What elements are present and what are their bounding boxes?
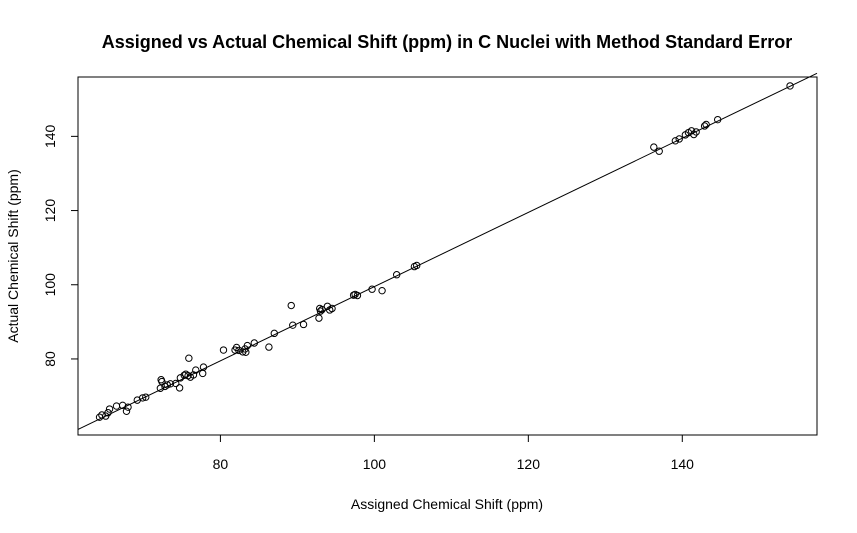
data-point: [315, 314, 323, 322]
data-point: [700, 122, 709, 130]
x-axis-label: Assigned Chemical Shift (ppm): [351, 496, 543, 512]
data-point: [98, 411, 106, 419]
data-point: [687, 127, 696, 135]
plot-area: 80 100 120 140 80 100 120 140: [42, 72, 818, 472]
data-point: [199, 369, 207, 378]
data-point: [189, 371, 198, 379]
data-point: [316, 307, 325, 315]
data-point: [655, 147, 663, 155]
data-point: [122, 407, 131, 415]
data-point: [166, 380, 175, 388]
data-point: [413, 261, 421, 270]
x-tick-label: 120: [517, 456, 541, 472]
data-point: [378, 286, 386, 295]
data-point: [185, 354, 193, 362]
data-point: [786, 82, 794, 90]
data-point: [690, 130, 698, 139]
x-tick-label: 100: [363, 456, 387, 472]
data-point: [713, 115, 722, 124]
plot-border: [77, 76, 818, 436]
data-point: [287, 301, 295, 310]
data-point: [112, 402, 121, 410]
data-point: [219, 346, 228, 354]
data-point: [671, 137, 680, 145]
data-point: [702, 120, 710, 129]
data-point: [105, 405, 114, 413]
data-point: [299, 320, 308, 329]
data-point: [392, 271, 401, 279]
data-point: [199, 363, 208, 371]
data-point: [323, 302, 332, 310]
data-point: [265, 343, 273, 351]
y-axis: 80 100 120 140: [42, 124, 79, 367]
data-point: [289, 321, 297, 329]
data-point: [270, 329, 278, 338]
data-point: [318, 305, 326, 314]
data-point: [163, 381, 171, 389]
data-point: [104, 409, 112, 417]
data-point: [142, 393, 150, 401]
data-points: [95, 82, 794, 421]
data-point: [328, 304, 336, 313]
data-point: [242, 348, 250, 356]
y-axis-label: Actual Chemical Shift (ppm): [5, 169, 21, 343]
x-tick-label: 140: [671, 456, 695, 472]
data-point: [172, 379, 180, 388]
y-tick-label: 100: [42, 273, 58, 297]
data-point: [243, 341, 252, 350]
y-tick-label: 120: [42, 199, 58, 223]
data-point: [124, 403, 132, 411]
data-point: [176, 374, 185, 382]
data-point: [650, 143, 658, 151]
data-point: [368, 285, 376, 293]
data-point: [192, 366, 200, 374]
x-axis: 80 100 120 140: [213, 434, 695, 472]
data-point: [675, 135, 683, 143]
y-tick-label: 140: [42, 124, 58, 148]
x-tick-label: 80: [213, 456, 229, 472]
data-point: [353, 291, 362, 300]
chart-title: Assigned vs Actual Chemical Shift (ppm) …: [102, 32, 792, 52]
data-point: [156, 384, 165, 392]
data-point: [138, 394, 147, 402]
data-point: [692, 128, 700, 136]
data-point: [250, 339, 258, 347]
data-point: [175, 384, 184, 392]
y-tick-label: 80: [42, 351, 58, 367]
